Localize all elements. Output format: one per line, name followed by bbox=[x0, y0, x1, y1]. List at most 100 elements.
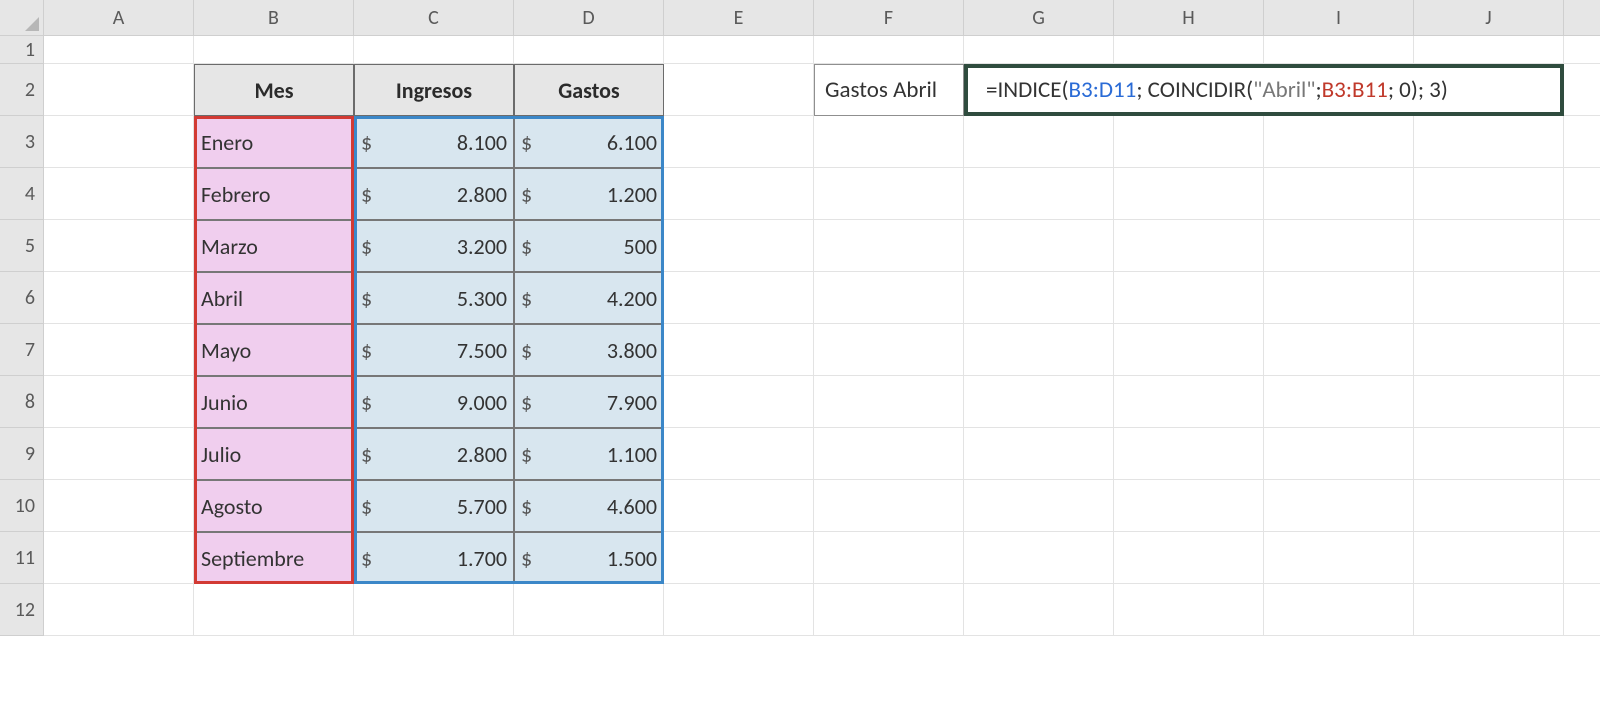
table-cell-gastos-4[interactable]: $3.800 bbox=[514, 324, 664, 376]
cell-I6[interactable] bbox=[1264, 272, 1414, 324]
cell-C12[interactable] bbox=[354, 584, 514, 636]
cell-G5[interactable] bbox=[964, 220, 1114, 272]
cell-A7[interactable] bbox=[44, 324, 194, 376]
row-header-6[interactable]: 6 bbox=[0, 272, 44, 324]
table-cell-mes-8[interactable]: Septiembre bbox=[194, 532, 354, 584]
table-cell-mes-1[interactable]: Febrero bbox=[194, 168, 354, 220]
table-cell-gastos-6[interactable]: $1.100 bbox=[514, 428, 664, 480]
cell-E9[interactable] bbox=[664, 428, 814, 480]
cell-E10[interactable] bbox=[664, 480, 814, 532]
cell-G9[interactable] bbox=[964, 428, 1114, 480]
row-header-11[interactable]: 11 bbox=[0, 532, 44, 584]
cell-H6[interactable] bbox=[1114, 272, 1264, 324]
table-cell-gastos-7[interactable]: $4.600 bbox=[514, 480, 664, 532]
row-header-12[interactable]: 12 bbox=[0, 584, 44, 636]
cell-G12[interactable] bbox=[964, 584, 1114, 636]
cell-F6[interactable] bbox=[814, 272, 964, 324]
cell-A10[interactable] bbox=[44, 480, 194, 532]
cell-A1[interactable] bbox=[44, 36, 194, 64]
cell-A3[interactable] bbox=[44, 116, 194, 168]
cell-F5[interactable] bbox=[814, 220, 964, 272]
row-header-1[interactable]: 1 bbox=[0, 36, 44, 64]
cell-H11[interactable] bbox=[1114, 532, 1264, 584]
col-header-F[interactable]: F bbox=[814, 0, 964, 36]
col-header-B[interactable]: B bbox=[194, 0, 354, 36]
cell-A9[interactable] bbox=[44, 428, 194, 480]
cell-F3[interactable] bbox=[814, 116, 964, 168]
cell-E2[interactable] bbox=[664, 64, 814, 116]
table-cell-ingresos-6[interactable]: $2.800 bbox=[354, 428, 514, 480]
col-header-G[interactable]: G bbox=[964, 0, 1114, 36]
cell-A4[interactable] bbox=[44, 168, 194, 220]
table-cell-ingresos-1[interactable]: $2.800 bbox=[354, 168, 514, 220]
select-all-corner[interactable] bbox=[0, 0, 44, 36]
cell-J5[interactable] bbox=[1414, 220, 1564, 272]
cell-F12[interactable] bbox=[814, 584, 964, 636]
cell-I8[interactable] bbox=[1264, 376, 1414, 428]
cell-B12[interactable] bbox=[194, 584, 354, 636]
table-cell-gastos-0[interactable]: $6.100 bbox=[514, 116, 664, 168]
cell-J9[interactable] bbox=[1414, 428, 1564, 480]
cell-J1[interactable] bbox=[1414, 36, 1564, 64]
table-cell-ingresos-3[interactable]: $5.300 bbox=[354, 272, 514, 324]
cell-E7[interactable] bbox=[664, 324, 814, 376]
cell-H4[interactable] bbox=[1114, 168, 1264, 220]
cell-J8[interactable] bbox=[1414, 376, 1564, 428]
cell-I10[interactable] bbox=[1264, 480, 1414, 532]
cell-H7[interactable] bbox=[1114, 324, 1264, 376]
cell-D12[interactable] bbox=[514, 584, 664, 636]
cell-F9[interactable] bbox=[814, 428, 964, 480]
table-cell-mes-6[interactable]: Julio bbox=[194, 428, 354, 480]
col-header-C[interactable]: C bbox=[354, 0, 514, 36]
row-header-10[interactable]: 10 bbox=[0, 480, 44, 532]
cell-E3[interactable] bbox=[664, 116, 814, 168]
cell-I1[interactable] bbox=[1264, 36, 1414, 64]
cell-F4[interactable] bbox=[814, 168, 964, 220]
cell-H10[interactable] bbox=[1114, 480, 1264, 532]
cell-H5[interactable] bbox=[1114, 220, 1264, 272]
cell-I5[interactable] bbox=[1264, 220, 1414, 272]
table-cell-gastos-8[interactable]: $1.500 bbox=[514, 532, 664, 584]
cell-J4[interactable] bbox=[1414, 168, 1564, 220]
table-cell-gastos-1[interactable]: $1.200 bbox=[514, 168, 664, 220]
cell-G11[interactable] bbox=[964, 532, 1114, 584]
cell-A12[interactable] bbox=[44, 584, 194, 636]
cell-I11[interactable] bbox=[1264, 532, 1414, 584]
table-cell-ingresos-2[interactable]: $3.200 bbox=[354, 220, 514, 272]
table-cell-mes-2[interactable]: Marzo bbox=[194, 220, 354, 272]
table-cell-gastos-3[interactable]: $4.200 bbox=[514, 272, 664, 324]
cell-F7[interactable] bbox=[814, 324, 964, 376]
table-cell-mes-4[interactable]: Mayo bbox=[194, 324, 354, 376]
table-header-gastos[interactable]: Gastos bbox=[514, 64, 664, 116]
cell-G8[interactable] bbox=[964, 376, 1114, 428]
table-cell-mes-7[interactable]: Agosto bbox=[194, 480, 354, 532]
col-header-D[interactable]: D bbox=[514, 0, 664, 36]
cell-E4[interactable] bbox=[664, 168, 814, 220]
cell-G4[interactable] bbox=[964, 168, 1114, 220]
table-header-ingresos[interactable]: Ingresos bbox=[354, 64, 514, 116]
cell-E11[interactable] bbox=[664, 532, 814, 584]
cell-H12[interactable] bbox=[1114, 584, 1264, 636]
cell-A5[interactable] bbox=[44, 220, 194, 272]
cell-H3[interactable] bbox=[1114, 116, 1264, 168]
col-header-J[interactable]: J bbox=[1414, 0, 1564, 36]
cell-G3[interactable] bbox=[964, 116, 1114, 168]
table-cell-mes-3[interactable]: Abril bbox=[194, 272, 354, 324]
cell-F8[interactable] bbox=[814, 376, 964, 428]
cell-I12[interactable] bbox=[1264, 584, 1414, 636]
cell-I3[interactable] bbox=[1264, 116, 1414, 168]
row-header-8[interactable]: 8 bbox=[0, 376, 44, 428]
cell-E12[interactable] bbox=[664, 584, 814, 636]
col-header-E[interactable]: E bbox=[664, 0, 814, 36]
cell-J7[interactable] bbox=[1414, 324, 1564, 376]
table-cell-mes-5[interactable]: Junio bbox=[194, 376, 354, 428]
cell-F1[interactable] bbox=[814, 36, 964, 64]
cell-I9[interactable] bbox=[1264, 428, 1414, 480]
row-header-5[interactable]: 5 bbox=[0, 220, 44, 272]
cell-G7[interactable] bbox=[964, 324, 1114, 376]
cell-G1[interactable] bbox=[964, 36, 1114, 64]
row-header-7[interactable]: 7 bbox=[0, 324, 44, 376]
cell-J11[interactable] bbox=[1414, 532, 1564, 584]
cell-E5[interactable] bbox=[664, 220, 814, 272]
cell-H8[interactable] bbox=[1114, 376, 1264, 428]
